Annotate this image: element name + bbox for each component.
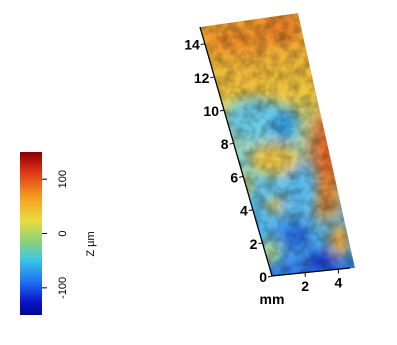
- y-tick-label: 4: [240, 203, 248, 219]
- y-axis-ticks: 0 2 4 6 8 10 12 14: [184, 37, 273, 285]
- colorbar-label: Z µm: [85, 231, 97, 256]
- colorbar-ticks: 100 0 -100: [42, 170, 69, 299]
- colorbar-tick-label: 0: [57, 230, 69, 236]
- y-tick-mark: [267, 275, 273, 278]
- colorbar: [20, 152, 42, 315]
- y-tick-label: 2: [250, 236, 258, 252]
- axis-unit-label: mm: [260, 291, 285, 307]
- y-tick-label: 8: [221, 136, 229, 152]
- y-tick-label: 0: [259, 269, 267, 285]
- y-tick-label: 14: [184, 37, 200, 53]
- colorbar-tick-label: 100: [57, 170, 69, 188]
- y-tick-label: 10: [203, 103, 219, 119]
- surface-mesh: [200, 13, 355, 276]
- y-tick-mark: [210, 76, 215, 79]
- y-tick-mark: [229, 142, 234, 145]
- y-tick-mark: [239, 175, 244, 178]
- y-tick-mark: [200, 43, 205, 46]
- y-tick-mark: [219, 109, 225, 112]
- y-tick-label: 12: [194, 70, 210, 86]
- x-tick-label: 4: [335, 275, 343, 291]
- colorbar-tick-label: -100: [57, 277, 69, 299]
- x-axis-line: [271, 267, 351, 277]
- y-axis-line: [199, 26, 273, 277]
- y-tick-mark: [258, 242, 263, 245]
- y-tick-mark: [248, 209, 253, 212]
- y-tick-label: 6: [230, 169, 238, 185]
- x-tick-label: 2: [301, 278, 309, 294]
